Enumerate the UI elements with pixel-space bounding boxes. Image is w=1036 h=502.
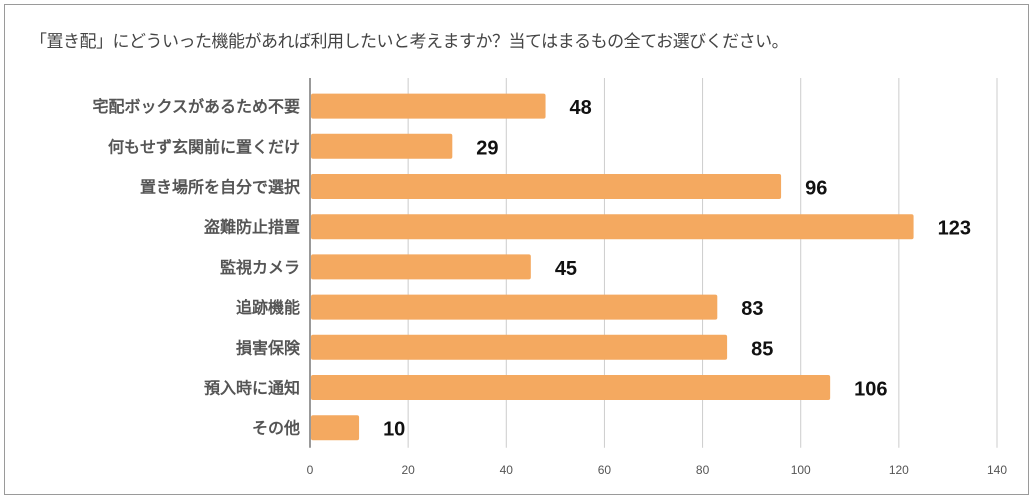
data-label: 106 [854, 379, 887, 401]
data-label: 45 [555, 258, 577, 280]
bar [311, 375, 831, 400]
chart-title: 「置き配」にどういった機能があれば利用したいと考えますか？当てはまるもの全てお選… [30, 32, 789, 52]
bar [311, 294, 718, 320]
bar [311, 214, 914, 240]
data-label: 48 [570, 97, 592, 119]
category-label: 追跡機能 [236, 298, 300, 317]
category-label: その他 [252, 419, 300, 438]
category-label: 何もせず玄関前に置くだけ [108, 137, 300, 156]
x-tick-label: 20 [401, 463, 415, 477]
x-tick-label: 60 [598, 463, 612, 477]
chart-frame [4, 4, 1029, 495]
category-label: 宅配ボックスがあるため不要 [92, 97, 300, 116]
x-tick-label: 0 [307, 463, 314, 477]
bar [311, 334, 728, 360]
bar [311, 93, 546, 119]
category-label: 監視カメラ [220, 258, 300, 277]
data-label: 96 [805, 178, 827, 200]
category-label: 置き場所を自分で選択 [140, 178, 301, 197]
bar [311, 254, 531, 280]
x-tick-label: 40 [500, 463, 514, 477]
x-tick-label: 140 [987, 463, 1007, 477]
category-label: 預入時に通知 [204, 379, 300, 398]
data-label: 123 [938, 218, 971, 240]
bar [311, 174, 782, 199]
data-label: 10 [383, 419, 405, 441]
bar [311, 133, 453, 159]
x-tick-label: 120 [889, 463, 909, 477]
data-label: 83 [741, 298, 763, 320]
data-label: 85 [751, 338, 773, 360]
category-label: 損害保険 [236, 338, 301, 357]
category-label: 盗難防止措置 [204, 218, 300, 237]
bar [311, 415, 360, 441]
x-tick-label: 100 [791, 463, 811, 477]
data-label: 29 [476, 137, 498, 159]
x-tick-label: 80 [696, 463, 710, 477]
